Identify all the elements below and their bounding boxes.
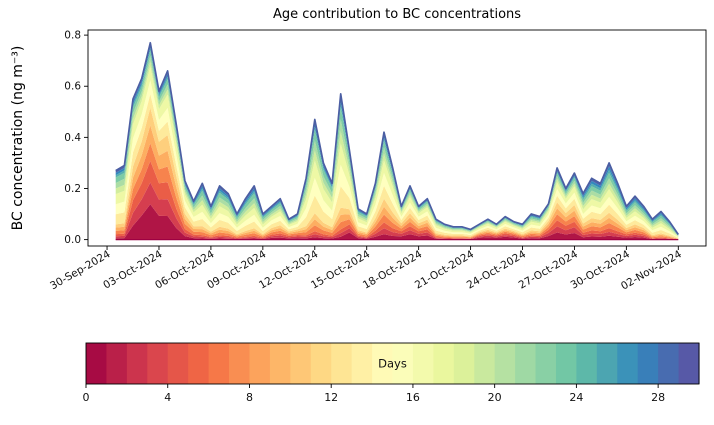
colorbar-label: Days — [378, 357, 407, 371]
colorbar-segment — [167, 343, 189, 384]
age-band — [115, 125, 679, 239]
chart-title: Age contribution to BC concentrations — [272, 7, 522, 22]
colorbar-tick-label: 24 — [569, 391, 583, 404]
colorbar-segment — [310, 343, 332, 384]
colorbar-segment — [474, 343, 496, 384]
colorbar-segment — [331, 343, 353, 384]
colorbar-border — [85, 342, 700, 385]
colorbar-tick-label: 4 — [164, 391, 171, 404]
colorbar-segment — [555, 343, 577, 384]
colorbar-tick-label: 8 — [246, 391, 253, 404]
colorbar-segment — [515, 343, 537, 384]
colorbar-segment — [351, 343, 373, 384]
colorbar-segment — [494, 343, 516, 384]
total-line — [115, 41, 680, 235]
age-band — [115, 66, 679, 238]
y-tick-label: 0.0 — [64, 234, 81, 246]
colorbar-segment — [453, 343, 475, 384]
colorbar-tick-label: 20 — [488, 391, 502, 404]
age-band — [115, 80, 679, 238]
axes-spines — [87, 29, 707, 247]
colorbar-tick-label: 0 — [83, 391, 90, 404]
y-tick-label: 0.2 — [64, 183, 81, 195]
colorbar-segment — [596, 343, 618, 384]
colorbar-segment — [249, 343, 271, 384]
y-tick-label: 0.4 — [64, 132, 81, 144]
colorbar-segment — [290, 343, 312, 384]
age-band — [115, 107, 679, 239]
colorbar-segment — [658, 343, 680, 384]
colorbar-segment — [86, 343, 108, 384]
colorbar-segment — [535, 343, 557, 384]
colorbar-tick-label: 16 — [406, 391, 420, 404]
colorbar-segment — [372, 343, 394, 384]
colorbar-segment — [392, 343, 414, 384]
colorbar-segment — [269, 343, 291, 384]
colorbar-segment — [147, 343, 169, 384]
colorbar-segment — [678, 343, 700, 384]
y-tick-label: 0.8 — [64, 30, 81, 42]
y-tick-label: 0.6 — [64, 81, 81, 93]
colorbar-tick-label: 12 — [324, 391, 338, 404]
colorbar-segment — [637, 343, 659, 384]
y-axis: 0.0 0.2 0.4 0.6 0.8 — [64, 30, 88, 246]
colorbar-segment — [208, 343, 230, 384]
colorbar-segment — [576, 343, 598, 384]
colorbar-segment — [106, 343, 128, 384]
colorbar-segment — [433, 343, 455, 384]
colorbar-segment — [617, 343, 639, 384]
colorbar-segment — [412, 343, 434, 384]
colorbar-segment — [188, 343, 210, 384]
plot-area — [87, 29, 707, 247]
x-axis: 30-Sep-202403-Oct-202406-Oct-202409-Oct-… — [48, 246, 684, 293]
colorbar-segment — [126, 343, 148, 384]
colorbar-segment — [229, 343, 251, 384]
colorbar-tick-label: 28 — [651, 391, 665, 404]
colorbar: Days 0 4 8 12 16 20 24 28 — [83, 342, 700, 404]
age-band — [115, 204, 679, 240]
